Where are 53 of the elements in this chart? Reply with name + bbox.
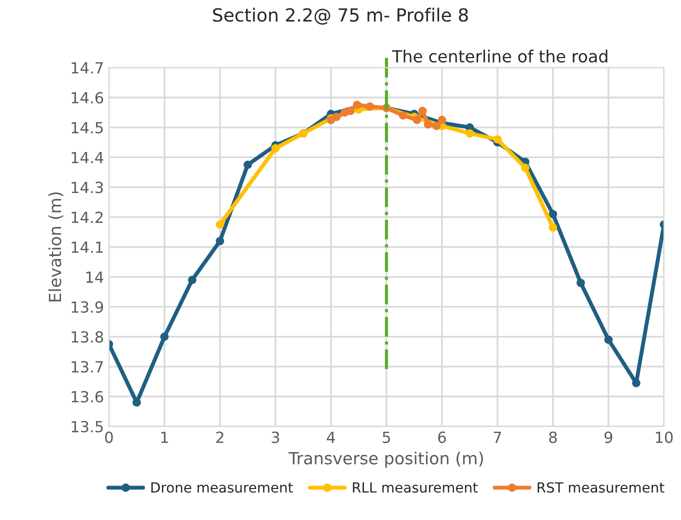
y-tick-label: 14.1 xyxy=(72,242,103,253)
point xyxy=(432,122,441,130)
point xyxy=(412,116,422,124)
x-tick-label: 6 xyxy=(438,432,446,444)
point xyxy=(424,120,432,129)
legend-label: RST measurement xyxy=(538,482,664,493)
y-tick-label: 14.5 xyxy=(72,122,103,134)
point xyxy=(398,111,408,120)
y-tick-label: 14.3 xyxy=(72,182,103,194)
x-tick-label: 5 xyxy=(382,432,390,444)
legend-label: Drone measurement xyxy=(151,482,293,493)
point xyxy=(332,112,341,122)
y-tick-label: 14.6 xyxy=(72,92,104,104)
point xyxy=(548,210,558,218)
x-tick-label: 10 xyxy=(656,432,673,444)
y-tick-label: 14.2 xyxy=(72,212,103,223)
ref-line-label: The centerline of the road xyxy=(392,50,608,63)
y-tick-label: 13.6 xyxy=(72,390,104,403)
x-tick-label: 8 xyxy=(549,432,557,444)
y-axis-title: Elevation (m) xyxy=(48,192,64,302)
x-axis-title: Transverse position (m) xyxy=(288,452,483,468)
point xyxy=(466,129,474,138)
y-tick-label: 13.9 xyxy=(72,301,104,313)
x-tick-label: 0 xyxy=(105,432,113,444)
point xyxy=(271,144,280,152)
point xyxy=(438,116,446,124)
x-tick-label: 1 xyxy=(161,432,168,443)
x-tick-label: 9 xyxy=(604,432,612,444)
point xyxy=(216,220,224,229)
point xyxy=(160,332,169,341)
point xyxy=(576,278,585,288)
point xyxy=(493,135,502,144)
x-tick-label: 3 xyxy=(272,432,280,444)
chart-title: Section 2.2@ 75 m- Profile 8 xyxy=(213,8,468,25)
point xyxy=(521,164,530,172)
point xyxy=(216,236,224,246)
y-tick-label: 13.8 xyxy=(72,331,104,343)
point xyxy=(244,160,252,169)
x-tick-label: 4 xyxy=(326,432,335,443)
x-tick-label: 7 xyxy=(494,432,502,443)
y-tick-label: 13.5 xyxy=(72,420,103,432)
point xyxy=(548,223,558,232)
y-tick-label: 14.4 xyxy=(72,152,104,164)
y-tick-label: 13.7 xyxy=(72,361,103,373)
point xyxy=(366,102,374,111)
point xyxy=(188,276,196,284)
point xyxy=(604,336,613,344)
x-tick-label: 2 xyxy=(216,432,224,443)
y-tick-label: 14.7 xyxy=(72,62,103,74)
point xyxy=(346,106,355,116)
legend-label: RLL measurement xyxy=(352,482,478,493)
point xyxy=(632,378,640,388)
y-tick-label: 14 xyxy=(86,272,104,283)
